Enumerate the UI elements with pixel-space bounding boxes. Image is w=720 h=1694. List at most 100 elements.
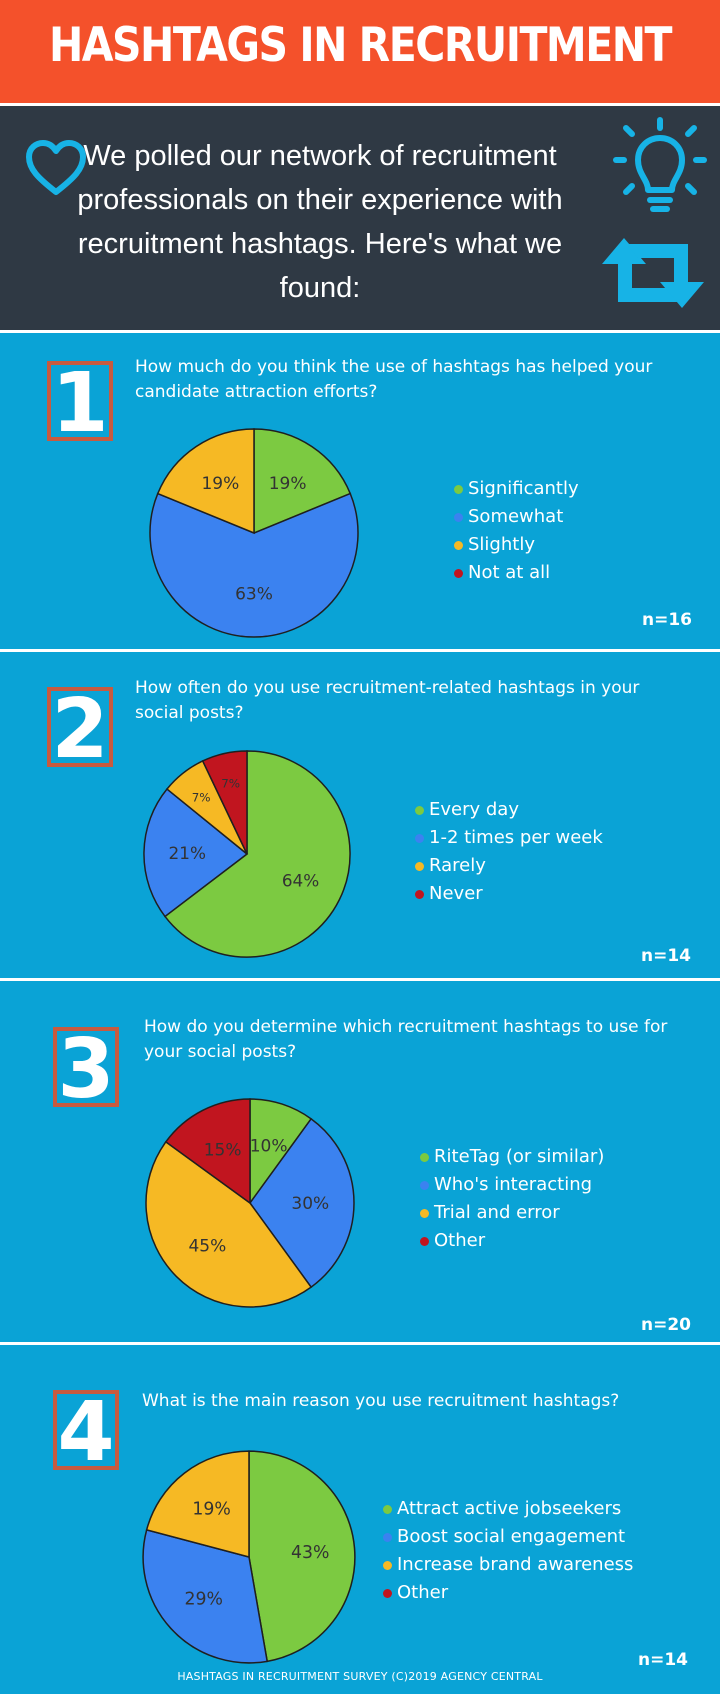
- data-label: 19%: [192, 1499, 230, 1519]
- sample-size: n=14: [641, 946, 692, 966]
- legend-entry: Attract active jobseekers: [383, 1495, 633, 1523]
- legend-swatch: [415, 890, 424, 899]
- legend-label: Attract active jobseekers: [397, 1498, 622, 1519]
- pie-chart: 43% 29% 19%: [142, 1450, 356, 1664]
- legend-label: Other: [434, 1230, 486, 1251]
- number-badge: 4: [53, 1387, 119, 1473]
- pie-chart: 19% 63% 19%: [149, 428, 359, 638]
- pie-slice-who-s-interacting: [249, 1117, 355, 1289]
- question-section-3: 3 How do you determine which recruitment…: [0, 981, 720, 1342]
- legend-swatch: [383, 1533, 392, 1542]
- pie-slice-increase-brand-awareness: [145, 1450, 250, 1558]
- data-label: 21%: [169, 843, 206, 863]
- divider: [0, 1342, 720, 1345]
- data-label: 45%: [188, 1237, 226, 1257]
- sample-size: n=14: [638, 1650, 689, 1670]
- data-label: 10%: [250, 1137, 288, 1157]
- legend-label: Somewhat: [468, 506, 564, 527]
- retweet-arrows-icon: [602, 238, 704, 308]
- pie-slice-trial-and-error: [145, 1140, 313, 1308]
- question-text: How do you determine which recruitment h…: [144, 1017, 668, 1062]
- pie-slice-significantly: [253, 428, 352, 535]
- lightbulb-icon: [613, 117, 707, 212]
- data-label: 29%: [185, 1590, 223, 1610]
- legend-label: Boost social engagement: [397, 1526, 626, 1547]
- data-label: 30%: [291, 1194, 329, 1214]
- intro-text: We polled our network of recruitment pro…: [77, 140, 563, 304]
- heart-outline-icon: [26, 140, 86, 195]
- legend-entry: Not at all: [454, 559, 579, 587]
- legend-swatch: [420, 1209, 429, 1218]
- sample-size: n=16: [642, 610, 693, 630]
- legend-swatch: [454, 485, 463, 494]
- pie-slice-every-day: [163, 750, 351, 958]
- number-badge: 3: [53, 1024, 119, 1110]
- pie-slice-somewhat: [149, 492, 359, 638]
- divider: [0, 978, 720, 981]
- question-text: What is the main reason you use recruitm…: [142, 1391, 620, 1411]
- data-label: 19%: [201, 474, 239, 494]
- pie-chart: 10% 30% 45% 15%: [145, 1098, 355, 1308]
- chart-legend: RiteTag (or similar) Who's interacting Tri…: [420, 1143, 604, 1255]
- data-label: 7%: [192, 791, 211, 805]
- legend-entry: Other: [383, 1579, 633, 1607]
- data-label: 19%: [269, 474, 307, 494]
- legend-label: RiteTag (or similar): [434, 1146, 605, 1167]
- pie-slice-boost-social-engagement: [142, 1528, 269, 1664]
- section-number: 1: [51, 358, 108, 444]
- legend-label: Never: [429, 883, 483, 904]
- legend-entry: Slightly: [454, 531, 579, 559]
- pie-slice-attract-active-jobseekers: [248, 1450, 356, 1663]
- question-section-4: 4 What is the main reason you use recrui…: [0, 1345, 720, 1694]
- legend-entry: Somewhat: [454, 503, 579, 531]
- legend-label: Significantly: [468, 478, 579, 499]
- legend-swatch: [420, 1181, 429, 1190]
- legend-label: Who's interacting: [434, 1174, 593, 1195]
- pie-slice-1-2-times-per-week: [143, 787, 249, 918]
- divider: [0, 330, 720, 333]
- data-label: 64%: [282, 870, 319, 890]
- legend-swatch: [415, 834, 424, 843]
- legend-label: Increase brand awareness: [397, 1554, 634, 1575]
- title-banner: HASHTAGS IN RECRUITMENT SURVEY: [0, 0, 720, 195]
- data-label: 63%: [235, 584, 273, 604]
- chart-legend: Attract active jobseekers Boost social en…: [383, 1495, 633, 1607]
- legend-label: Not at all: [468, 562, 551, 583]
- legend-swatch: [454, 569, 463, 578]
- pie-slice-never: [201, 750, 248, 855]
- legend-entry: 1-2 times per week: [415, 824, 603, 852]
- question-section-1: 1 How much do you think the use of hasht…: [0, 333, 720, 649]
- legend-entry: Increase brand awareness: [383, 1551, 633, 1579]
- legend-entry: RiteTag (or similar): [420, 1143, 604, 1171]
- pie-chart: 64% 21% 7% 7%: [143, 750, 351, 958]
- number-badge: 2: [47, 684, 113, 770]
- legend-entry: Never: [415, 880, 603, 908]
- legend-swatch: [415, 862, 424, 871]
- divider: [0, 649, 720, 652]
- sample-size: n=20: [641, 1315, 692, 1335]
- legend-label: Trial and error: [434, 1202, 560, 1223]
- legend-label: Other: [397, 1582, 449, 1603]
- legend-entry: Every day: [415, 796, 603, 824]
- legend-label: Slightly: [468, 534, 535, 555]
- intro-panel: We polled our network of recruitment pro…: [0, 106, 720, 330]
- pie-slice-other: [164, 1098, 251, 1205]
- data-label: 15%: [204, 1140, 242, 1160]
- legend-swatch: [454, 541, 463, 550]
- chart-legend: Every day 1-2 times per week Rarely Never: [415, 796, 603, 908]
- number-badge: 1: [47, 358, 113, 444]
- legend-swatch: [454, 513, 463, 522]
- legend-entry: Who's interacting: [420, 1171, 604, 1199]
- question-section-2: 2 How often do you use recruitment-relat…: [0, 652, 720, 978]
- chart-legend: Significantly Somewhat Slightly Not at all: [454, 475, 579, 587]
- data-label: 43%: [291, 1543, 329, 1563]
- legend-entry: Boost social engagement: [383, 1523, 633, 1551]
- legend-swatch: [383, 1505, 392, 1514]
- legend-swatch: [415, 806, 424, 815]
- section-number: 3: [57, 1024, 114, 1110]
- legend-entry: Other: [420, 1227, 604, 1255]
- legend-swatch: [383, 1589, 392, 1598]
- legend-swatch: [420, 1237, 429, 1246]
- pie-slice-slightly: [156, 428, 255, 535]
- legend-entry: Trial and error: [420, 1199, 604, 1227]
